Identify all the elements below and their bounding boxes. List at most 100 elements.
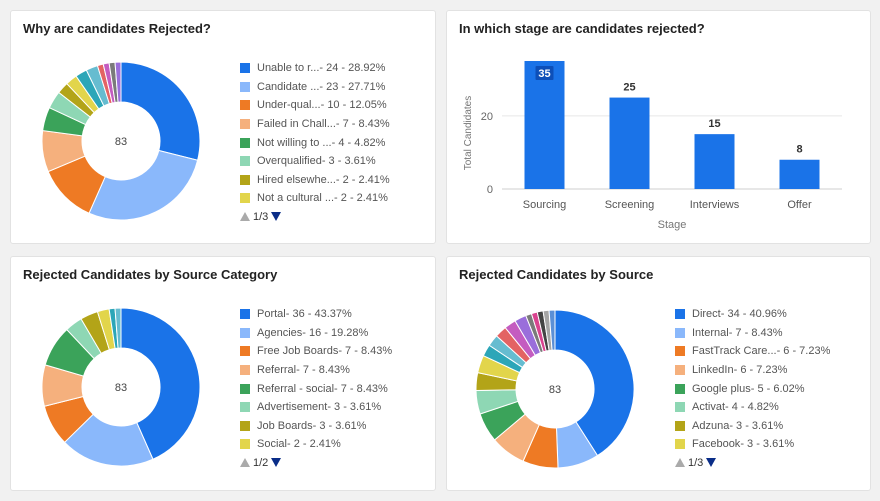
x-tick-label: Offer bbox=[787, 199, 812, 211]
bar[interactable] bbox=[779, 159, 820, 189]
bar[interactable] bbox=[524, 61, 565, 189]
rejection-stage-card: In which stage are candidates rejected? … bbox=[446, 10, 871, 244]
page-up-icon[interactable] bbox=[675, 458, 685, 468]
legend-pager: 1/2 bbox=[240, 454, 392, 472]
legend-swatch bbox=[675, 346, 685, 357]
donut-slice[interactable] bbox=[120, 61, 201, 161]
bar[interactable] bbox=[609, 97, 650, 189]
rejection-stage-bar-chart: 0 20 Total Candidates 35 Sourcing 25 Screening… bbox=[463, 61, 842, 231]
legend-item[interactable]: Facebook - 3 - 3.61% bbox=[675, 435, 830, 454]
legend-item[interactable]: Google plus - 5 - 6.02% bbox=[675, 379, 830, 398]
legend-stat: - 24 - 28.92% bbox=[319, 62, 386, 75]
page-down-icon[interactable] bbox=[271, 458, 282, 468]
legend-item[interactable]: Agencies - 16 - 19.28% bbox=[240, 324, 392, 343]
legend-label: Under-qual... bbox=[257, 99, 321, 112]
legend-item[interactable]: Unable to r... - 24 - 28.92% bbox=[240, 59, 390, 78]
legend-pager: 1/3 bbox=[675, 454, 830, 472]
legend-stat: - 2 - 2.41% bbox=[335, 173, 390, 186]
donut-slice[interactable] bbox=[120, 307, 201, 460]
bar[interactable] bbox=[694, 134, 735, 189]
legend-item[interactable]: LinkedIn - 6 - 7.23% bbox=[675, 361, 830, 380]
legend-label: Advertisement bbox=[257, 401, 328, 414]
legend-swatch bbox=[675, 420, 685, 431]
pager-text: 1/2 bbox=[253, 456, 269, 469]
pager-text: 1/3 bbox=[688, 456, 704, 469]
legend-item[interactable]: Social - 2 - 2.41% bbox=[240, 435, 392, 454]
card-title: Why are candidates Rejected? bbox=[23, 21, 211, 36]
legend-stat: - 6 - 7.23% bbox=[733, 364, 788, 377]
legend-label: Not willing to ... bbox=[257, 136, 332, 149]
rejection-reasons-donut[interactable]: 83 bbox=[41, 61, 201, 221]
legend-stat: - 10 - 12.05% bbox=[320, 99, 387, 112]
page-up-icon[interactable] bbox=[240, 212, 250, 222]
legend-swatch bbox=[240, 119, 250, 130]
legend-item[interactable]: Free Job Boards - 7 - 8.43% bbox=[240, 342, 392, 361]
legend-item[interactable]: Not a cultural ... - 2 - 2.41% bbox=[240, 189, 390, 208]
card-title: Rejected Candidates by Source Category bbox=[23, 267, 278, 282]
legend-label: Free Job Boards bbox=[257, 345, 339, 358]
legend-label: Google plus bbox=[692, 382, 751, 395]
legend-stat: - 3 - 3.61% bbox=[321, 155, 376, 168]
legend-item[interactable]: Referral - social - 7 - 8.43% bbox=[240, 379, 392, 398]
legend-stat: - 7 - 8.43% bbox=[728, 326, 783, 339]
legend-label: Hired elsewhe... bbox=[257, 173, 336, 186]
legend-label: Agencies bbox=[257, 326, 303, 339]
page-up-icon[interactable] bbox=[240, 458, 250, 468]
bar-value-badge bbox=[535, 66, 554, 80]
page-down-icon[interactable] bbox=[271, 212, 282, 222]
legend-label: Portal bbox=[257, 308, 286, 321]
legend-item[interactable]: Job Boards - 3 - 3.61% bbox=[240, 417, 392, 436]
donut-slice[interactable] bbox=[88, 149, 199, 221]
legend-item[interactable]: Portal - 36 - 43.37% bbox=[240, 305, 392, 324]
legend-swatch bbox=[675, 402, 685, 413]
legend-stat: - 3 - 3.61% bbox=[740, 438, 795, 451]
bar-value-label: 35 bbox=[538, 68, 550, 80]
source-donut[interactable]: 83 bbox=[475, 309, 635, 469]
legend-swatch bbox=[240, 402, 250, 413]
legend-item[interactable]: Direct - 34 - 40.96% bbox=[675, 305, 830, 324]
bar-value-label: 8 bbox=[796, 144, 802, 156]
legend-item[interactable]: Internal - 7 - 8.43% bbox=[675, 324, 830, 343]
legend-item[interactable]: Adzuna - 3 - 3.61% bbox=[675, 417, 830, 436]
legend-item[interactable]: FastTrack Care... - 6 - 7.23% bbox=[675, 342, 830, 361]
legend-item[interactable]: Candidate ... - 23 - 27.71% bbox=[240, 78, 390, 97]
x-tick-label: Screening bbox=[605, 199, 655, 211]
legend-label: Unable to r... bbox=[257, 62, 320, 75]
pager-text: 1/3 bbox=[253, 210, 269, 223]
legend-item[interactable]: Hired elsewhe... - 2 - 2.41% bbox=[240, 171, 390, 190]
x-tick-label: Sourcing bbox=[523, 199, 566, 211]
legend-stat: - 6 - 7.23% bbox=[776, 345, 831, 358]
legend-swatch bbox=[240, 63, 250, 74]
legend-label: Adzuna bbox=[692, 419, 730, 432]
donut-slice[interactable] bbox=[554, 309, 635, 457]
donut-slice[interactable] bbox=[114, 61, 122, 103]
legend-swatch bbox=[240, 365, 250, 376]
legend-label: Social bbox=[257, 438, 287, 451]
legend-label: Job Boards bbox=[257, 419, 313, 432]
legend-swatch bbox=[675, 327, 685, 338]
donut-slice[interactable] bbox=[114, 307, 122, 349]
legend-item[interactable]: Referral - 7 - 8.43% bbox=[240, 361, 392, 380]
legend-item[interactable]: Not willing to ... - 4 - 4.82% bbox=[240, 133, 390, 152]
source-category-card: Rejected Candidates by Source Category 8… bbox=[10, 256, 436, 491]
page-down-icon[interactable] bbox=[706, 458, 717, 468]
bar-value-label: 25 bbox=[623, 82, 635, 94]
legend-stat: - 4 - 4.82% bbox=[331, 136, 386, 149]
source-category-donut[interactable]: 83 bbox=[41, 307, 201, 467]
legend-swatch bbox=[240, 193, 250, 204]
legend-item[interactable]: Failed in Chall... - 7 - 8.43% bbox=[240, 115, 390, 134]
legend-stat: - 36 - 43.37% bbox=[285, 308, 352, 321]
legend-swatch bbox=[675, 439, 685, 450]
donut-center-total: 83 bbox=[115, 136, 127, 148]
donut-slice[interactable] bbox=[548, 309, 556, 351]
legend-item[interactable]: Advertisement - 3 - 3.61% bbox=[240, 398, 392, 417]
legend-swatch bbox=[240, 309, 250, 320]
bar-value-label: 15 bbox=[708, 118, 720, 130]
legend-item[interactable]: Under-qual... - 10 - 12.05% bbox=[240, 96, 390, 115]
legend-swatch bbox=[240, 137, 250, 148]
legend-swatch bbox=[675, 309, 685, 320]
legend-item[interactable]: Overqualified - 3 - 3.61% bbox=[240, 152, 390, 171]
legend-item[interactable]: Activat - 4 - 4.82% bbox=[675, 398, 830, 417]
legend-label: Activat bbox=[692, 401, 726, 414]
legend-stat: - 7 - 8.43% bbox=[338, 345, 393, 358]
